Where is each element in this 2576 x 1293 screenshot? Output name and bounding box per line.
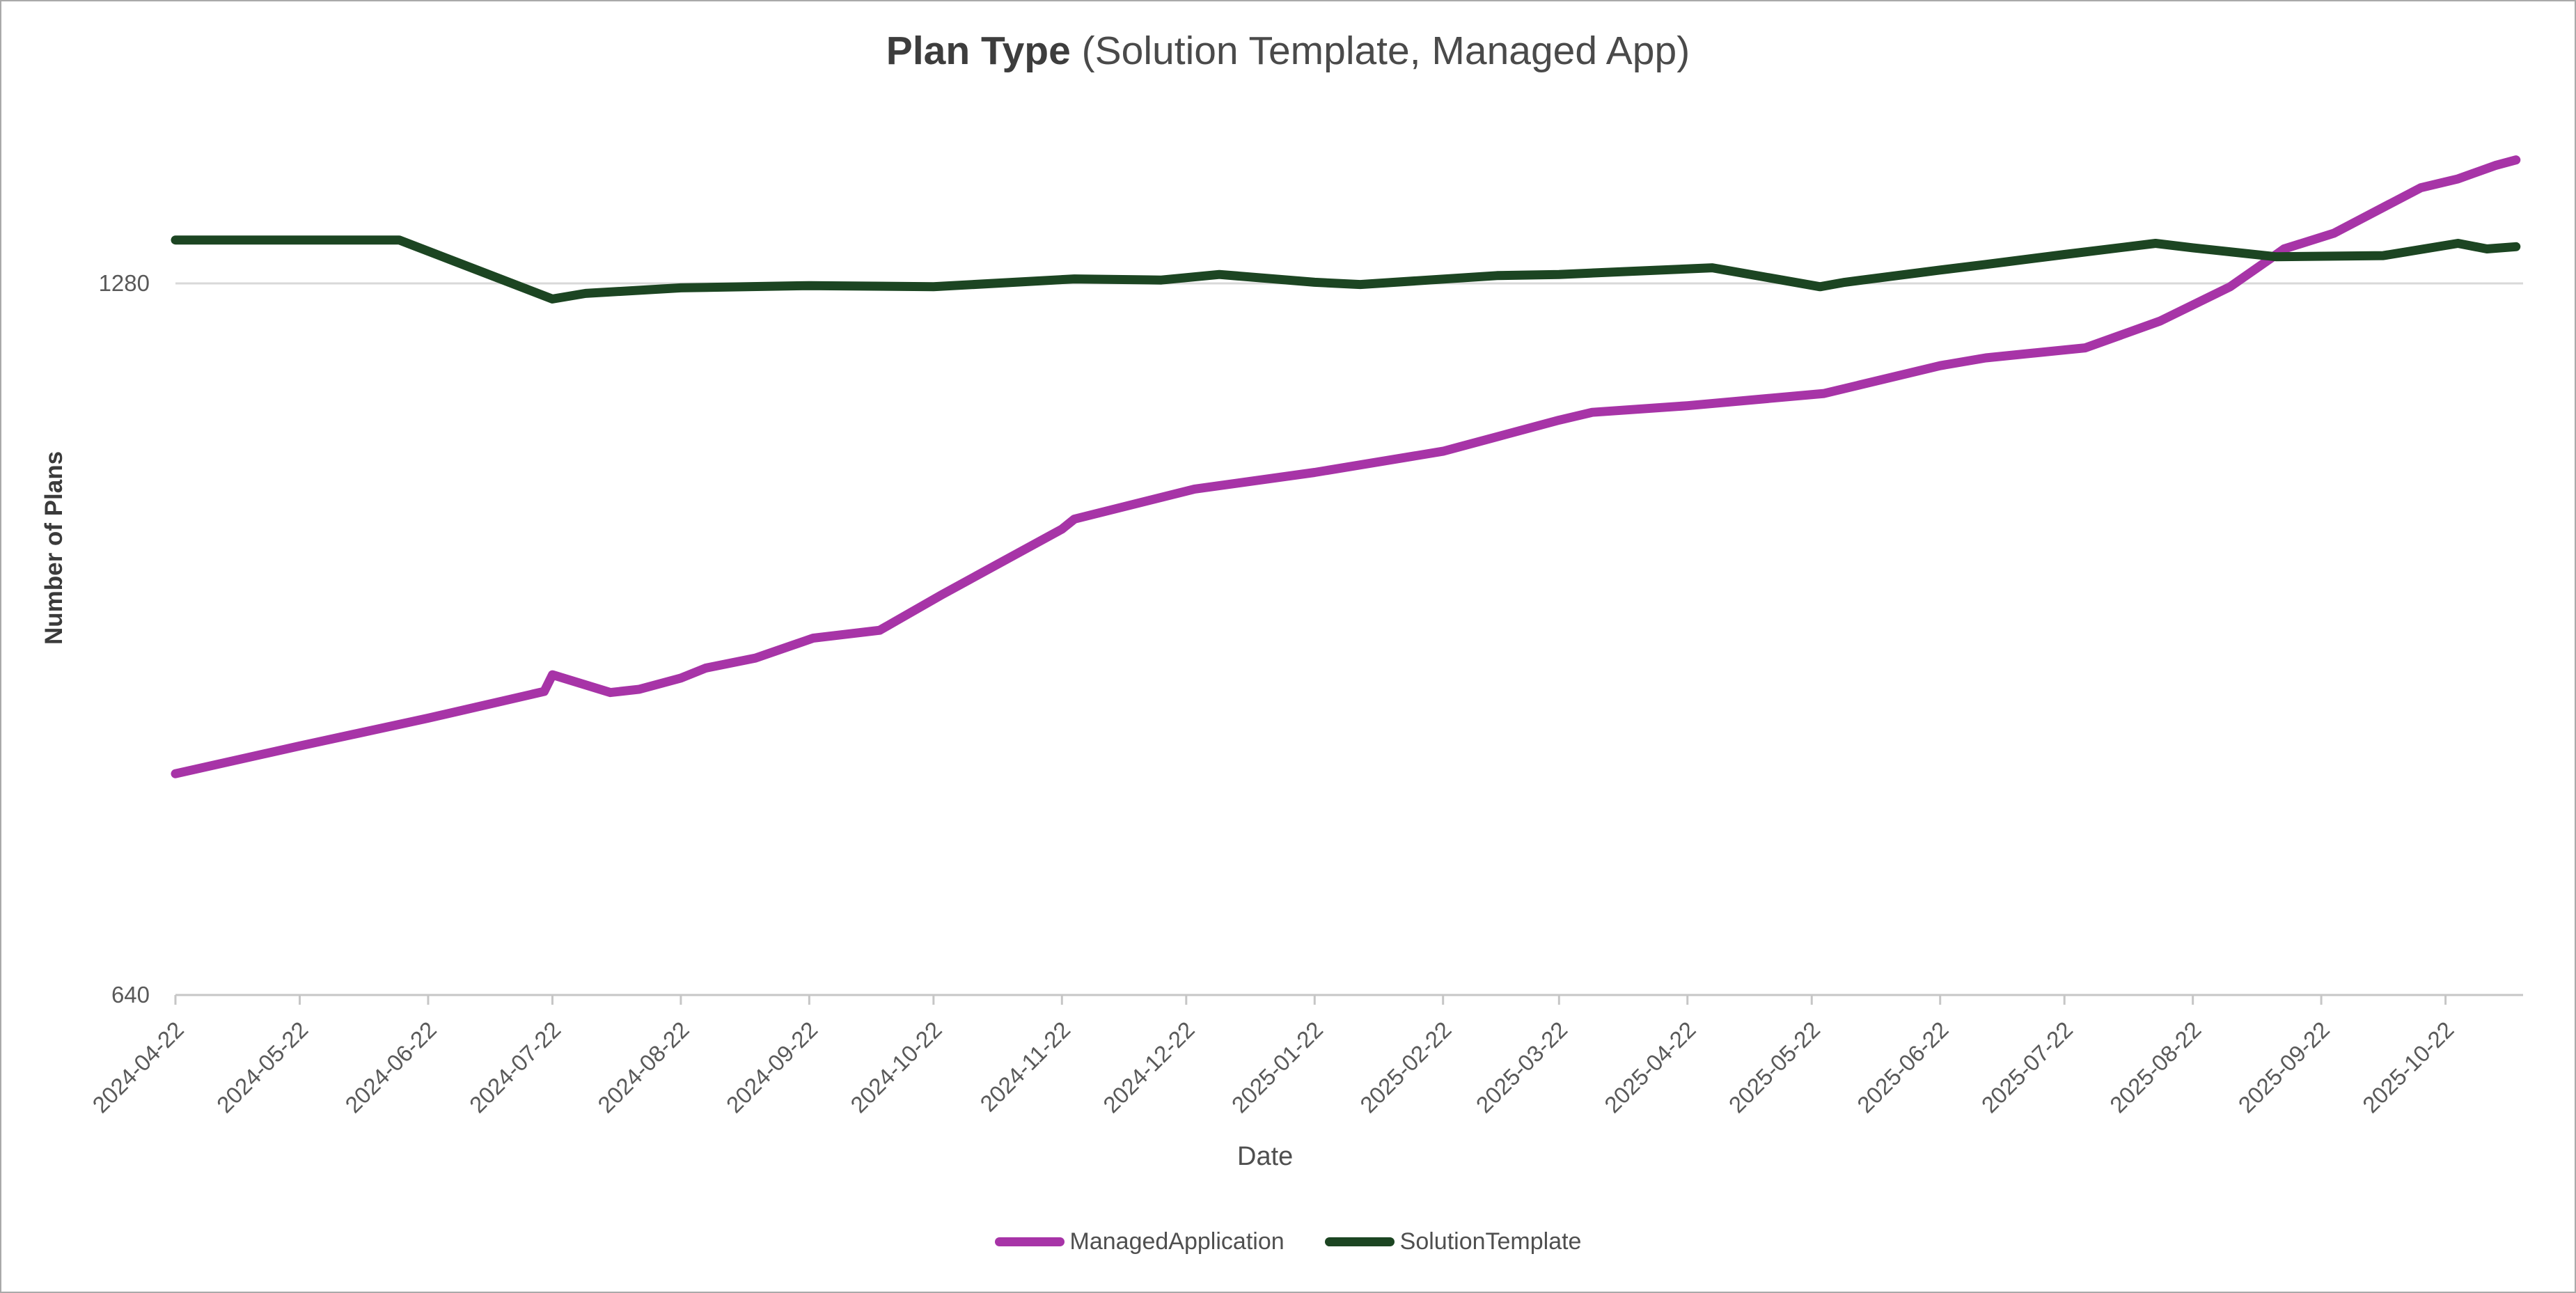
x-tick-label: 2024-08-22 <box>592 1017 694 1118</box>
y-tick-label: 1280 <box>99 270 150 296</box>
legend-item-SolutionTemplate[interactable]: SolutionTemplate <box>1324 1228 1582 1255</box>
legend-label: SolutionTemplate <box>1399 1228 1582 1255</box>
x-tick-label: 2024-07-22 <box>464 1017 566 1118</box>
x-tick-label: 2024-10-22 <box>845 1017 947 1118</box>
series-line-ManagedApplication[interactable] <box>171 155 2521 778</box>
legend-swatch-SolutionTemplate <box>1324 1237 1395 1246</box>
x-tick-label: 2025-01-22 <box>1227 1017 1328 1118</box>
chart-title-bold: Plan Type <box>886 29 1071 73</box>
x-tick-label: 2025-07-22 <box>1977 1017 2078 1118</box>
x-tick-label: 2024-06-22 <box>340 1017 441 1118</box>
chart-title: Plan Type (Solution Template, Managed Ap… <box>1 28 2575 74</box>
x-tick-label: 2024-05-22 <box>212 1017 313 1118</box>
series-line-SolutionTemplate[interactable] <box>171 235 2521 304</box>
x-axis-title: Date <box>1237 1142 1294 1171</box>
x-tick-label: 2025-09-22 <box>2233 1017 2335 1118</box>
x-tick-label: 2024-11-22 <box>975 1017 1075 1117</box>
legend-label: ManagedApplication <box>1069 1228 1285 1255</box>
x-tick-label: 2025-06-22 <box>1852 1017 1954 1118</box>
x-tick-label: 2025-08-22 <box>2105 1017 2206 1118</box>
legend-swatch-ManagedApplication <box>994 1237 1065 1246</box>
x-tick-label: 2024-04-22 <box>87 1017 189 1118</box>
x-tick-label: 2025-03-22 <box>1471 1017 1573 1118</box>
chart-title-subtitle: (Solution Template, Managed App) <box>1070 29 1690 73</box>
x-tick-label: 2025-10-22 <box>2357 1017 2459 1118</box>
y-tick-label: 640 <box>111 982 150 1008</box>
x-tick-label: 2024-12-22 <box>1098 1017 1200 1118</box>
x-tick-label: 2025-02-22 <box>1355 1017 1456 1118</box>
legend-item-ManagedApplication[interactable]: ManagedApplication <box>994 1228 1285 1255</box>
x-tick-label: 2025-04-22 <box>1599 1017 1701 1118</box>
x-tick-label: 2024-09-22 <box>721 1017 823 1118</box>
legend: ManagedApplication SolutionTemplate <box>1 1228 2575 1255</box>
x-tick-label: 2025-05-22 <box>1724 1017 1825 1118</box>
